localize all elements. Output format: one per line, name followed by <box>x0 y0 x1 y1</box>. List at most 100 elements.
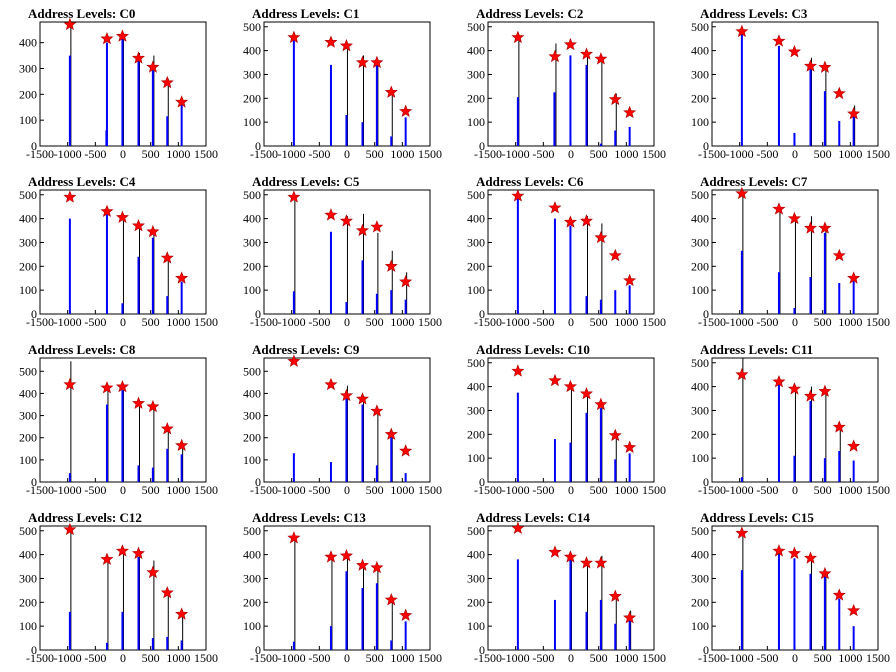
x-tick-label: -1500 <box>26 315 54 329</box>
star-marker <box>548 545 562 558</box>
y-tick-label: 400 <box>691 44 709 58</box>
y-tick-label: 300 <box>691 403 709 417</box>
y-tick-label: 400 <box>19 548 37 562</box>
star-marker <box>324 550 338 563</box>
y-tick-label: 500 <box>19 524 37 538</box>
star-marker <box>324 35 338 48</box>
chart-title: Address Levels: C3 <box>700 6 808 21</box>
star-marker <box>847 271 861 284</box>
star-marker <box>146 60 160 73</box>
x-tick-label: -1000 <box>726 483 754 497</box>
x-tick-label: -1000 <box>502 315 530 329</box>
y-tick-label: 200 <box>243 259 261 273</box>
star-marker <box>594 230 608 244</box>
y-tick-label: 100 <box>467 283 485 297</box>
star-marker <box>511 30 525 44</box>
y-tick-label: 0 <box>703 139 709 153</box>
star-marker <box>399 274 413 288</box>
y-tick-label: 400 <box>691 212 709 226</box>
y-tick-label: 500 <box>691 188 709 202</box>
x-tick-label: -1500 <box>698 147 726 161</box>
x-tick-label: -500 <box>532 483 554 497</box>
x-tick-label: 1500 <box>194 315 218 329</box>
x-tick-label: 1500 <box>194 147 218 161</box>
star-marker <box>847 106 861 120</box>
star-marker <box>563 37 577 51</box>
star-marker <box>356 55 369 69</box>
y-tick-label: 300 <box>243 571 261 585</box>
star-marker <box>339 214 353 227</box>
star-marker <box>175 438 189 451</box>
star-marker <box>370 560 384 574</box>
y-tick-label: 400 <box>691 380 709 394</box>
x-tick-label: 0 <box>568 483 574 497</box>
star-marker <box>548 49 562 63</box>
x-tick-label: -500 <box>532 315 554 329</box>
x-tick-label: -500 <box>532 651 554 665</box>
y-tick-label: 100 <box>19 113 37 127</box>
star-marker <box>608 92 622 106</box>
y-tick-label: 200 <box>691 427 709 441</box>
star-marker <box>563 379 577 393</box>
star-marker <box>548 201 562 214</box>
star-marker <box>399 608 413 621</box>
x-tick-label: 0 <box>568 147 574 161</box>
y-tick-label: 200 <box>243 431 261 445</box>
x-tick-label: 0 <box>120 651 126 665</box>
x-tick-label: 1500 <box>642 651 666 665</box>
x-tick-label: 1000 <box>838 651 862 665</box>
x-tick-label: -500 <box>756 651 778 665</box>
star-marker <box>399 104 413 117</box>
y-tick-label: 400 <box>467 380 485 394</box>
star-marker <box>772 544 786 557</box>
star-marker <box>804 59 817 72</box>
x-tick-label: 0 <box>344 147 350 161</box>
y-tick-label: 0 <box>479 475 485 489</box>
y-tick-label: 500 <box>691 20 709 34</box>
y-tick-label: 500 <box>243 364 261 378</box>
star-marker <box>832 420 846 433</box>
chart-title: Address Levels: C0 <box>28 6 135 21</box>
star-marker <box>100 552 114 565</box>
chart-title: Address Levels: C1 <box>252 6 359 21</box>
star-marker <box>324 377 338 391</box>
y-tick-label: 200 <box>467 427 485 441</box>
x-tick-label: 500 <box>366 315 384 329</box>
x-tick-label: 1000 <box>390 147 414 161</box>
y-tick-label: 100 <box>691 115 709 129</box>
star-marker <box>100 381 114 394</box>
star-marker <box>832 248 846 262</box>
y-tick-label: 300 <box>691 571 709 585</box>
star-marker <box>63 377 77 391</box>
star-marker <box>772 34 786 47</box>
chart-panel-0: Address Levels: C0 0 100 200 300 400 -1500 -100… <box>19 6 218 161</box>
y-tick-label: 200 <box>19 595 37 609</box>
x-tick-label: -500 <box>84 147 106 161</box>
star-marker <box>818 384 832 397</box>
star-marker <box>339 388 353 402</box>
star-marker <box>608 428 622 442</box>
x-tick-label: 0 <box>568 315 574 329</box>
star-marker <box>832 86 846 100</box>
star-marker <box>511 364 525 377</box>
x-tick-label: 1500 <box>418 651 442 665</box>
chart-panel-15: Address Levels: C15 0 100 200 300 400 500 -1500… <box>691 510 890 665</box>
x-tick-label: 1500 <box>418 147 442 161</box>
star-marker <box>287 531 301 544</box>
x-tick-label: -1500 <box>474 147 502 161</box>
y-tick-label: 300 <box>243 67 261 81</box>
x-tick-label: 1500 <box>194 651 218 665</box>
x-tick-label: 1000 <box>614 483 638 497</box>
y-tick-label: 0 <box>255 139 261 153</box>
star-marker <box>735 186 749 200</box>
y-tick-label: 300 <box>243 235 261 249</box>
y-tick-label: 0 <box>255 475 261 489</box>
x-tick-label: 1000 <box>166 315 190 329</box>
star-marker <box>324 208 338 221</box>
x-tick-label: 500 <box>814 483 832 497</box>
y-tick-label: 500 <box>467 188 485 202</box>
y-tick-label: 100 <box>19 619 37 633</box>
star-marker <box>160 422 174 435</box>
star-marker <box>132 218 145 232</box>
star-marker <box>623 440 637 453</box>
